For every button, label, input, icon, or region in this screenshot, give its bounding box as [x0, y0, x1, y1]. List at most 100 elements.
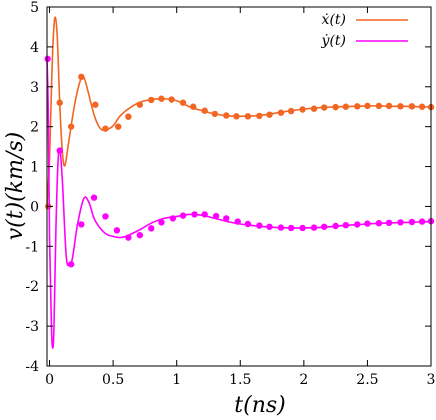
data-point: [234, 218, 241, 225]
y-tick-label: -2: [25, 279, 39, 295]
data-point: [179, 212, 187, 219]
data-point: [354, 221, 361, 228]
data-point: [223, 112, 230, 119]
data-point: [256, 112, 263, 120]
data-point: [277, 224, 285, 231]
data-point: [233, 113, 240, 120]
data-point: [90, 194, 98, 201]
data-point: [375, 102, 383, 110]
data-point: [364, 102, 371, 110]
data-point: [223, 215, 230, 222]
data-point: [418, 218, 426, 225]
y-tick-label: 3: [30, 80, 39, 96]
data-point: [310, 105, 318, 112]
data-point: [212, 212, 220, 220]
data-point: [342, 221, 350, 229]
series-layer: [44, 16, 435, 349]
data-point: [244, 113, 252, 120]
data-point: [408, 218, 416, 226]
y-tick-label: 1: [30, 160, 39, 176]
data-point: [201, 211, 208, 218]
data-point: [385, 102, 393, 110]
data-point: [102, 125, 109, 132]
data-point: [125, 113, 132, 120]
data-point: [277, 109, 285, 116]
data-point: [136, 101, 144, 108]
data-point: [397, 219, 404, 226]
data-point: [418, 103, 426, 110]
data-point: [201, 107, 208, 114]
series-0: [45, 16, 435, 210]
series-line-1: [46, 58, 432, 349]
data-point: [332, 103, 339, 111]
data-point: [113, 227, 121, 234]
data-point: [320, 104, 328, 111]
data-point: [179, 99, 187, 106]
data-point: [266, 111, 273, 118]
plot-frame: [46, 6, 432, 367]
data-point: [342, 103, 350, 110]
data-point: [408, 103, 416, 110]
x-tick-label: 0.5: [102, 372, 124, 388]
x-tick-label: 2.5: [356, 372, 378, 388]
x-tick-label: 3: [427, 372, 436, 388]
data-point: [191, 211, 198, 218]
data-point: [332, 222, 339, 230]
y-tick-label: 0: [30, 199, 39, 215]
data-point: [136, 231, 144, 239]
x-tick-label: 2: [299, 372, 308, 388]
data-point: [78, 73, 85, 81]
data-point: [148, 96, 155, 104]
data-point: [211, 110, 219, 118]
y-tick-label: 4: [30, 40, 39, 56]
data-point: [56, 147, 63, 154]
data-point: [115, 123, 122, 130]
y-axis-title: v(t)(km/s): [3, 132, 28, 241]
series-line-0: [46, 16, 432, 207]
legend-label-y-velocity: ẏ(t): [321, 33, 346, 49]
data-point: [169, 215, 177, 222]
data-point: [320, 223, 328, 230]
x-axis-title: t(ns): [234, 393, 285, 418]
legend-label-x-velocity: ẋ(t): [322, 12, 346, 28]
data-point: [148, 225, 155, 232]
data-point: [385, 219, 393, 226]
data-point: [256, 222, 263, 229]
data-point: [299, 106, 306, 113]
legend: ẋ(t) ẏ(t): [321, 12, 408, 49]
data-point: [364, 220, 371, 227]
data-point: [67, 123, 75, 130]
data-point: [397, 103, 404, 110]
data-point: [190, 103, 197, 110]
y-tick-label: -4: [25, 359, 39, 375]
data-point: [168, 96, 175, 103]
data-point: [56, 99, 63, 106]
axis-ticks: [47, 6, 432, 367]
data-point: [299, 224, 306, 232]
data-point: [266, 223, 273, 230]
series-1: [44, 55, 435, 349]
y-tick-label: -3: [25, 319, 39, 335]
data-point: [125, 234, 132, 241]
data-point: [310, 224, 318, 231]
data-point: [78, 221, 85, 228]
data-point: [375, 220, 383, 227]
x-tick-label: 0: [45, 372, 54, 388]
data-point: [67, 261, 75, 268]
y-tick-label: -1: [25, 239, 39, 255]
y-tick-label: 2: [30, 120, 39, 136]
data-point: [244, 220, 252, 228]
data-point: [92, 101, 99, 108]
x-tick-label: 1.5: [229, 372, 251, 388]
y-tick-label: 5: [30, 0, 39, 16]
x-tick-label: 1: [172, 372, 181, 388]
data-point: [354, 103, 361, 110]
data-point: [158, 95, 165, 102]
data-point: [44, 55, 51, 63]
data-point: [287, 224, 295, 232]
data-point: [158, 219, 165, 226]
tick-labels: 0 0.5 1 1.5 2 2.5 3 -4 -3 -2 -1 0 1 2 3 4 5: [25, 0, 435, 388]
data-point: [102, 213, 109, 220]
data-point: [287, 107, 295, 115]
